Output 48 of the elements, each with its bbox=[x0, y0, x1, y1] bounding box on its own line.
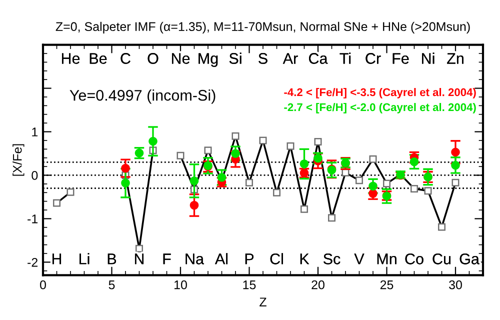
annotation: Li bbox=[80, 253, 90, 264]
annotation: Na bbox=[186, 254, 204, 264]
annotation: V bbox=[354, 254, 364, 264]
annotation: O bbox=[148, 53, 158, 64]
annotation: F bbox=[163, 254, 171, 264]
y-tick-label: 1 bbox=[32, 128, 38, 136]
annotation: H bbox=[52, 254, 62, 264]
annotation: Fe bbox=[392, 53, 409, 64]
annotation: Al bbox=[214, 253, 228, 264]
x-tick-label: 15 bbox=[243, 280, 256, 290]
annotation: Zn bbox=[447, 53, 464, 64]
annotation: Mg bbox=[198, 53, 218, 67]
annotation: Cu bbox=[432, 254, 450, 264]
x-tick-label: 5 bbox=[108, 280, 115, 290]
text: -2.7 < [Fe/H] <-2.0 (Cayrel et al. 2004) bbox=[284, 102, 476, 114]
y-tick-label: -2 bbox=[28, 258, 38, 267]
annotation: Ga bbox=[460, 254, 480, 264]
y-tick-label: 0 bbox=[32, 171, 38, 180]
annotation: N bbox=[134, 254, 144, 264]
annotation: Ye=0.4997 (incom-Si) bbox=[70, 90, 216, 104]
annotation: S bbox=[258, 53, 268, 64]
x-tick-label: 10 bbox=[174, 280, 187, 290]
annotation: K bbox=[300, 254, 310, 264]
annotation: Ne bbox=[172, 53, 190, 64]
annotation: Ca bbox=[309, 53, 328, 64]
y-tick-label: -1 bbox=[28, 214, 38, 224]
x-tick-label: 0 bbox=[40, 280, 46, 290]
annotation: Mn bbox=[377, 254, 396, 264]
annotation: Co bbox=[405, 254, 424, 264]
x-tick-label: 20 bbox=[312, 280, 324, 290]
annotation: Ni bbox=[422, 52, 434, 64]
annotation: Sc bbox=[324, 254, 340, 264]
annotation: Ti bbox=[340, 52, 351, 64]
x-tick-label: 30 bbox=[449, 280, 462, 290]
annotation: B bbox=[108, 254, 116, 264]
annotation: Ar bbox=[282, 53, 298, 64]
annotation: Be bbox=[90, 53, 107, 64]
annotation: C bbox=[120, 53, 130, 64]
text: -4.2 < [Fe/H] <-3.5 (Cayrel et al. 2004) bbox=[284, 88, 476, 98]
x-tick-label: 25 bbox=[380, 280, 394, 290]
annotation: Cr bbox=[366, 53, 381, 64]
annotation: P bbox=[245, 254, 254, 264]
chart-title: Z=0, Salpeter IMF (α=1.35), M=11-70Msun, Normal SNe + HNe (>20Msun) bbox=[56, 22, 470, 34]
y-axis-title: [X/Fe] bbox=[12, 144, 24, 176]
annotation: He bbox=[62, 53, 80, 64]
annotation: Cl bbox=[270, 253, 283, 264]
x-axis-title: Z bbox=[260, 298, 266, 306]
annotation: Si bbox=[229, 52, 242, 64]
